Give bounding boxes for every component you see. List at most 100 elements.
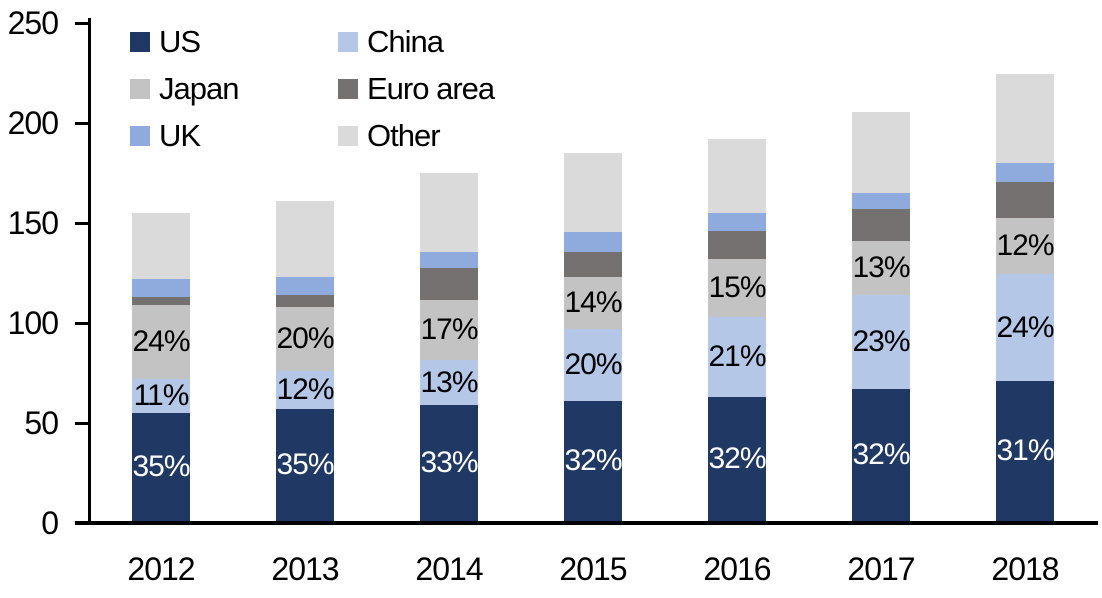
- bar-percent-label-japan-2018: 12%: [996, 229, 1054, 262]
- legend-label-uk: UK: [159, 117, 201, 153]
- legend-swatch-other: [338, 125, 358, 146]
- y-tick-mark: [75, 22, 89, 25]
- legend-swatch-uk: [130, 125, 150, 146]
- bar-segment-japan-2015: [564, 277, 622, 329]
- bar-segment-japan-2018: [996, 218, 1054, 274]
- bar-percent-label-japan-2013: 20%: [276, 322, 334, 355]
- bar-segment-china-2013: [276, 371, 334, 409]
- y-tick-label: 250: [7, 5, 59, 41]
- y-tick-label: 150: [7, 205, 59, 241]
- bar-percent-label-us-2013: 35%: [276, 448, 334, 481]
- x-tick-label-2015: 2015: [559, 551, 627, 587]
- bar-segment-china-2014: [420, 360, 478, 405]
- x-axis-line: [75, 521, 1098, 525]
- bar-segment-euro-area-2013: [276, 295, 334, 307]
- y-tick-mark: [75, 222, 89, 225]
- bar-segment-china-2017: [852, 295, 910, 389]
- legend-swatch-us: [130, 31, 150, 52]
- bar-percent-label-china-2015: 20%: [564, 348, 622, 381]
- bar-segment-euro-area-2016: [708, 231, 766, 259]
- bar-segment-other-2012: [132, 213, 190, 279]
- bar-segment-euro-area-2018: [996, 182, 1054, 218]
- bar-segment-us-2014: [420, 405, 478, 521]
- bar-percent-label-us-2015: 32%: [564, 444, 622, 477]
- bar-segment-other-2018: [996, 74, 1054, 163]
- x-tick-label-2016: 2016: [703, 551, 771, 587]
- bar-segment-euro-area-2015: [564, 252, 622, 277]
- bar-percent-label-china-2014: 13%: [420, 365, 478, 399]
- legend-item-uk: UK: [130, 118, 338, 154]
- bar-percent-label-china-2016: 21%: [708, 340, 766, 373]
- bar-segment-uk-2018: [996, 163, 1054, 182]
- bar-percent-label-us-2018: 31%: [996, 434, 1054, 467]
- bar-segment-uk-2013: [276, 277, 334, 295]
- bar-percent-label-us-2016: 32%: [708, 442, 766, 475]
- bar-segment-japan-2013: [276, 307, 334, 371]
- bar-segment-us-2015: [564, 401, 622, 521]
- legend-label-japan: Japan: [159, 70, 239, 106]
- bar-segment-us-2018: [996, 381, 1054, 521]
- x-tick-label-2013: 2013: [271, 551, 339, 587]
- bar-segment-other-2014: [420, 173, 478, 252]
- legend-item-japan: Japan: [130, 71, 338, 107]
- bar-segment-japan-2016: [708, 259, 766, 317]
- bar-percent-label-china-2018: 24%: [996, 310, 1054, 344]
- bar-segment-us-2016: [708, 397, 766, 521]
- y-tick-mark: [75, 322, 89, 325]
- bar-segment-china-2015: [564, 329, 622, 401]
- legend-swatch-japan: [130, 78, 150, 99]
- x-tick-label-2017: 2017: [847, 551, 915, 587]
- y-tick-label: 100: [7, 305, 59, 341]
- bar-percent-label-japan-2012: 24%: [132, 325, 190, 358]
- x-tick-label-2012: 2012: [127, 551, 195, 587]
- y-tick-label: 0: [41, 505, 59, 541]
- y-tick-label: 50: [24, 405, 59, 441]
- y-tick-mark: [75, 122, 89, 125]
- bar-segment-uk-2012: [132, 279, 190, 297]
- legend-label-china: China: [367, 23, 444, 59]
- bar-percent-label-china-2013: 12%: [276, 373, 334, 406]
- bar-segment-other-2015: [564, 153, 622, 232]
- bar-segment-euro-area-2012: [132, 297, 190, 305]
- bar-segment-china-2016: [708, 317, 766, 397]
- x-tick-label-2018: 2018: [991, 551, 1059, 587]
- bar-segment-us-2017: [852, 389, 910, 521]
- legend-swatch-euro-area: [338, 78, 358, 99]
- bar-segment-us-2012: [132, 413, 190, 521]
- bar-percent-label-japan-2015: 14%: [564, 286, 622, 319]
- legend-item-us: US: [130, 24, 338, 60]
- legend-label-other: Other: [367, 117, 441, 153]
- legend-label-us: US: [159, 23, 201, 59]
- bar-percent-label-us-2014: 33%: [420, 446, 478, 479]
- bar-segment-euro-area-2014: [420, 268, 478, 300]
- legend: US China Japan Euro area UK Other: [130, 18, 495, 159]
- x-tick-label-2014: 2014: [415, 551, 483, 587]
- bar-segment-uk-2015: [564, 232, 622, 252]
- bar-percent-label-us-2012: 35%: [132, 450, 190, 483]
- bar-segment-japan-2017: [852, 241, 910, 295]
- bar-segment-uk-2014: [420, 252, 478, 268]
- bar-segment-other-2016: [708, 139, 766, 213]
- bar-segment-china-2018: [996, 274, 1054, 381]
- bar-segment-china-2012: [132, 379, 190, 413]
- bar-segment-uk-2017: [852, 193, 910, 209]
- bar-segment-japan-2012: [132, 305, 190, 379]
- y-tick-mark: [75, 522, 89, 525]
- bar-segment-us-2013: [276, 409, 334, 521]
- legend-item-euro-area: Euro area: [338, 70, 495, 107]
- bar-percent-label-japan-2017: 13%: [852, 251, 910, 284]
- legend-swatch-china: [338, 31, 358, 52]
- bar-segment-euro-area-2017: [852, 209, 910, 241]
- bar-segment-uk-2016: [708, 213, 766, 231]
- bar-percent-label-china-2012: 11%: [133, 379, 190, 412]
- bar-percent-label-china-2017: 23%: [852, 325, 910, 358]
- legend-item-china: China: [338, 24, 494, 60]
- bar-segment-japan-2014: [420, 300, 478, 360]
- legend-item-other: Other: [338, 118, 494, 154]
- legend-label-euro-area: Euro area: [367, 70, 495, 106]
- bar-percent-label-japan-2016: 15%: [708, 271, 766, 304]
- bar-percent-label-us-2017: 32%: [852, 438, 910, 471]
- y-tick-mark: [75, 422, 89, 425]
- bar-percent-label-japan-2014: 17%: [420, 313, 478, 346]
- y-axis-line: [88, 18, 91, 525]
